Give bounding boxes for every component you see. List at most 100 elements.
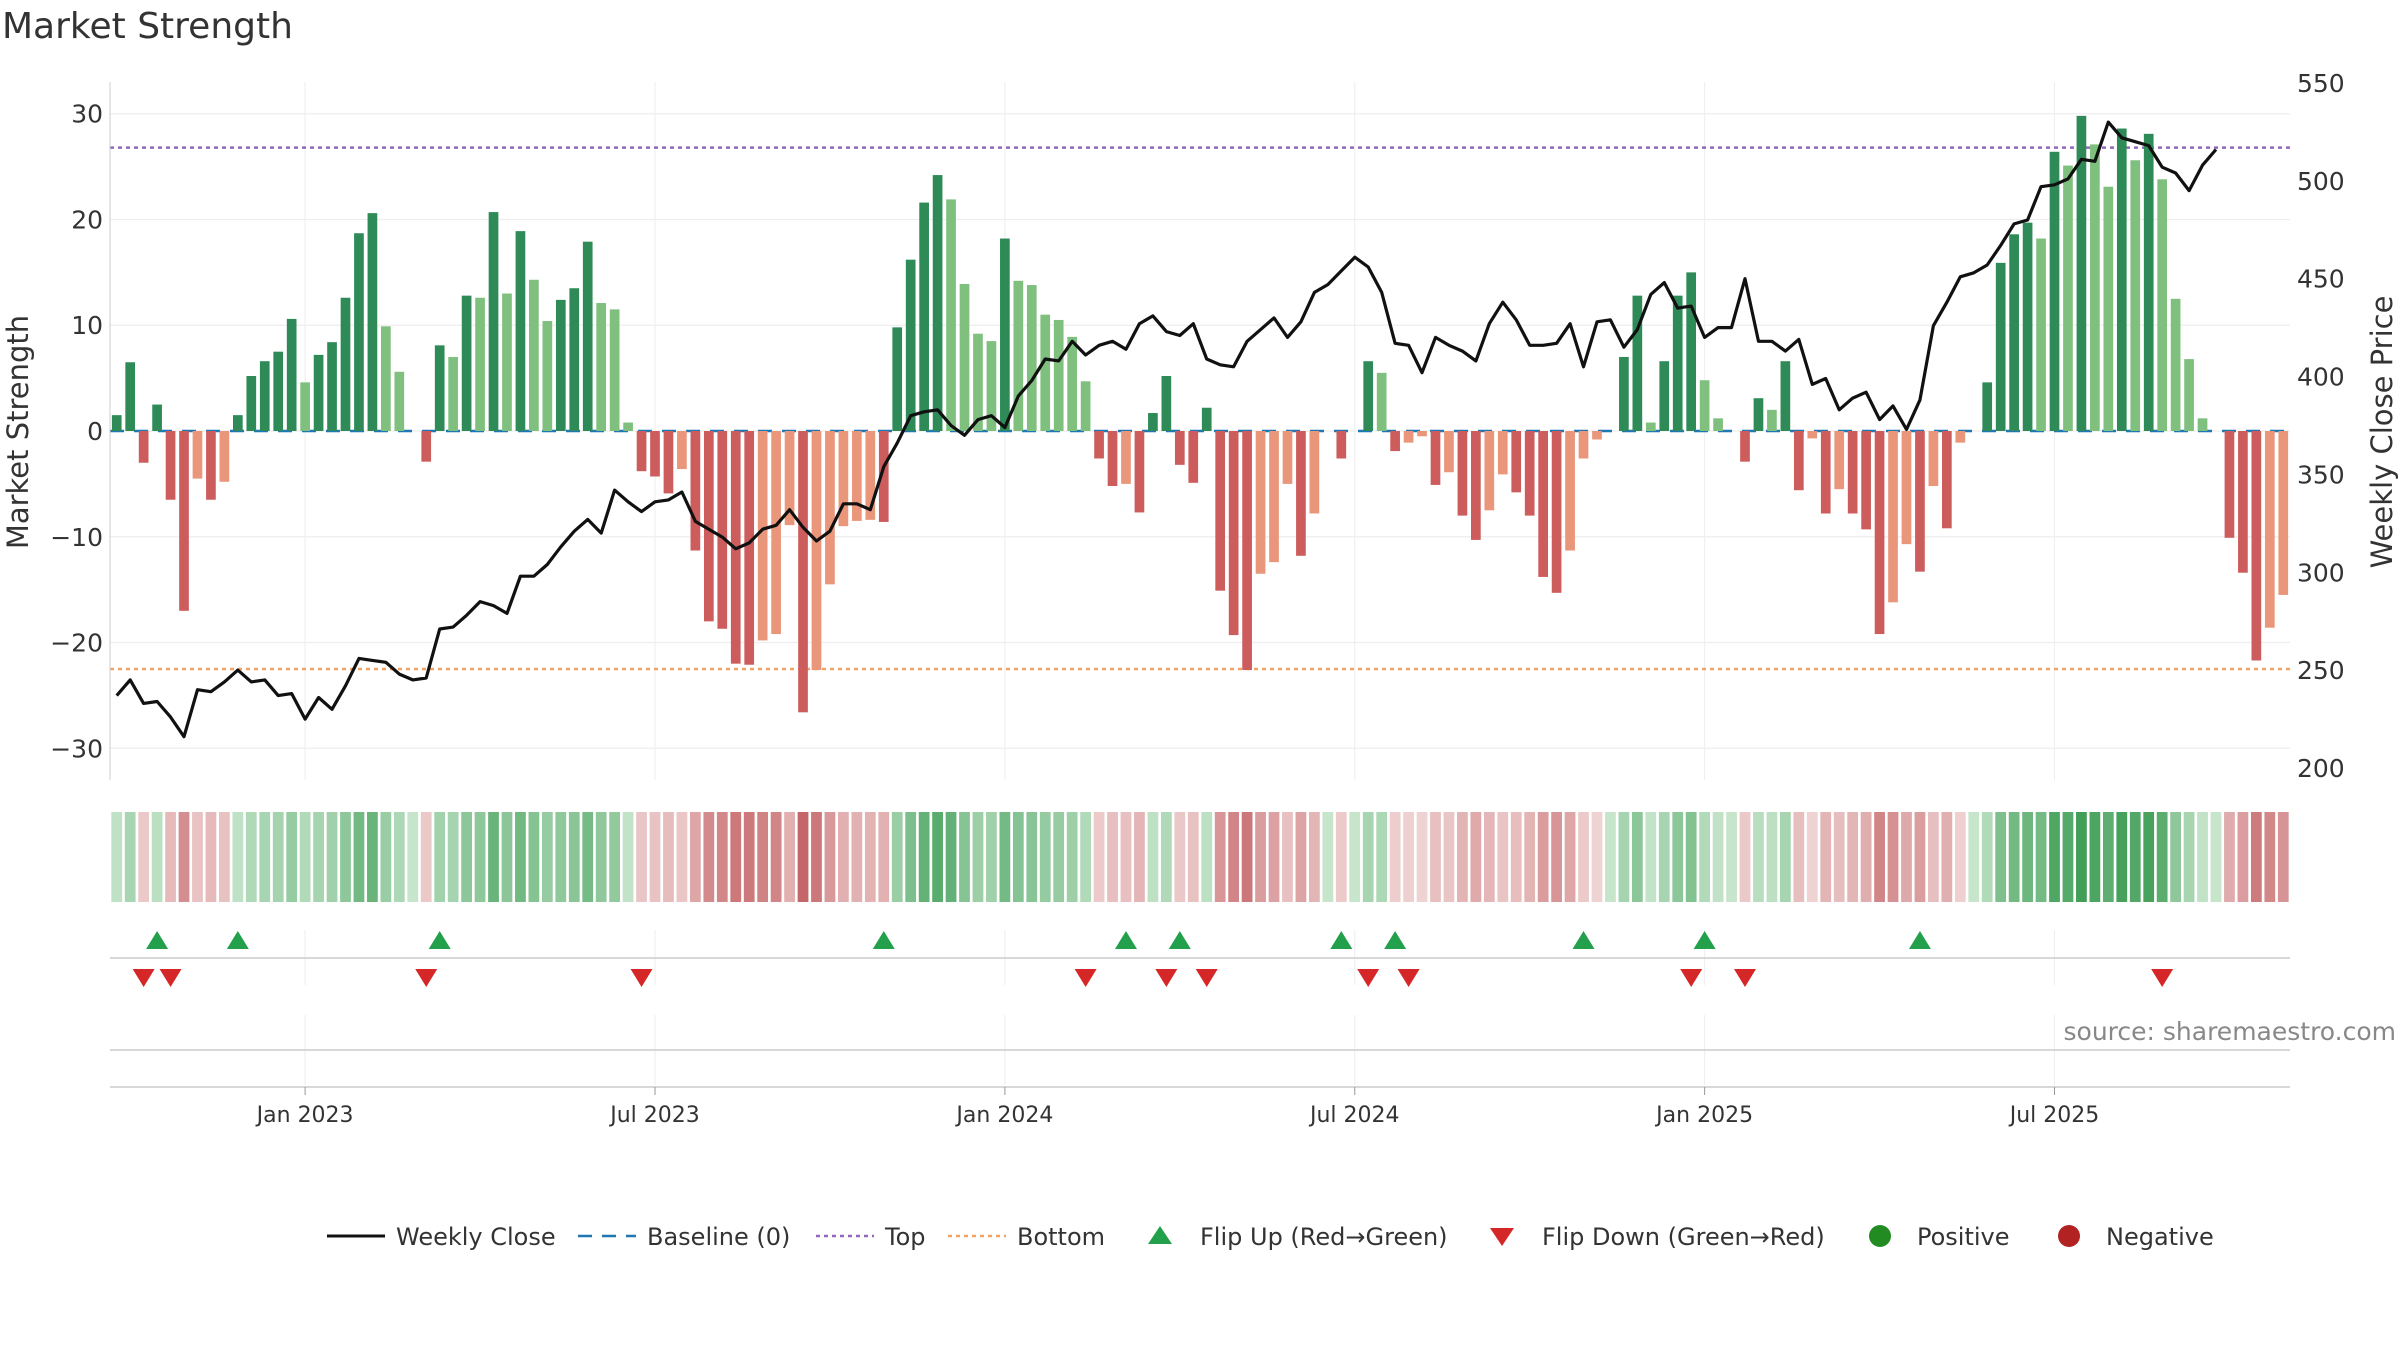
heat-strip-cell (1322, 812, 1334, 902)
strength-bar (206, 431, 216, 500)
heat-strip-cell (905, 812, 917, 902)
strength-bar (1484, 431, 1495, 511)
heat-strip-cell (1860, 812, 1872, 902)
heat-strip-cell (1981, 812, 1993, 902)
strength-bar (744, 431, 755, 665)
strength-bar (434, 345, 445, 431)
strength-bar (717, 431, 728, 629)
heat-strip-cell (2237, 812, 2249, 902)
heat-strip-cell (1847, 812, 1859, 902)
heat-strip-cell (2277, 812, 2289, 902)
strength-bar (2143, 133, 2154, 431)
heat-strip-cell (1201, 812, 1213, 902)
heat-strip-cell (1483, 812, 1495, 902)
strength-bar (354, 233, 364, 431)
y-tick-label-right: 350 (2297, 460, 2345, 489)
y-tick-label-left: 20 (71, 205, 103, 234)
strength-bar (1928, 431, 1939, 486)
strength-bar (2251, 431, 2262, 661)
flip-up-marker (1330, 931, 1353, 949)
heat-strip-cell (1941, 812, 1953, 902)
flip-markers (132, 931, 2174, 987)
heat-strip-cell (1793, 812, 1805, 902)
strength-bar (1296, 431, 1306, 556)
strength-bar (313, 354, 324, 431)
strength-bar (838, 431, 849, 527)
strength-bar (2130, 160, 2141, 431)
axes: 30 20 10 0 −10 −20 −30 550 500 450 400 350 300 250 200… (1, 69, 2399, 1128)
strength-bar (1376, 372, 1387, 431)
strength-bar (1053, 319, 1064, 431)
flip-down-marker (1734, 969, 1756, 987)
heat-strip-cell (1187, 812, 1199, 902)
strength-bar (1619, 356, 1629, 431)
heat-strip-cell (488, 812, 499, 902)
heat-strip-cell (864, 812, 876, 902)
strength-bar (852, 431, 862, 521)
heat-strip-cell (999, 812, 1011, 902)
flip-down-marker (132, 969, 155, 987)
flip-down-marker (159, 969, 182, 987)
strength-bar (2197, 418, 2208, 431)
flip-up-marker (146, 931, 169, 949)
y-tick-label-right: 550 (2297, 69, 2345, 98)
heat-strip-cell (1820, 812, 1832, 902)
heat-strip-cell (1268, 812, 1280, 902)
heat-strip-cell (1551, 812, 1562, 902)
y-tick-label-left: −20 (50, 629, 103, 658)
strength-bar (690, 431, 701, 551)
x-tick-label: Jan 2023 (255, 1103, 354, 1128)
strength-bar (2264, 431, 2275, 628)
strength-bar (1040, 314, 1051, 431)
heat-strip-cell (151, 812, 163, 902)
heat-strip-cell (111, 812, 123, 902)
legend-label-baseline: Baseline (0) (647, 1223, 790, 1251)
heat-strip-cell (192, 812, 203, 902)
heat-strip-cell (2062, 812, 2074, 902)
strength-bar (663, 431, 674, 494)
strength-bar (596, 303, 607, 431)
strength-bar (1269, 431, 1279, 563)
x-tick-label: Jul 2025 (2008, 1103, 2100, 1128)
flip-down-marker (1074, 969, 1097, 987)
heat-strip-cell (1107, 812, 1118, 902)
heat-strip-cell (245, 812, 257, 902)
strength-bar (381, 326, 391, 431)
strength-bar (1201, 407, 1212, 431)
strength-bar (1457, 431, 1468, 516)
legend-swatch-negative (2058, 1225, 2080, 1247)
heat-strip-cell (286, 812, 298, 902)
strength-bar (1820, 431, 1831, 514)
strength-bar (757, 431, 768, 641)
strength-bar (1538, 431, 1548, 577)
strength-bar (1847, 431, 1858, 514)
strength-bar (784, 431, 795, 526)
strength-bar (1067, 336, 1078, 431)
strength-bar (1026, 285, 1037, 431)
strength-bar (259, 361, 270, 431)
strength-bar (1780, 361, 1791, 431)
flip-down-marker (1195, 969, 1218, 987)
heat-strip-cell (1995, 812, 2007, 902)
strength-bar (865, 431, 876, 520)
heat-strip-cell (891, 812, 903, 902)
heat-strip-cell (1255, 812, 1266, 902)
strength-bar (2103, 186, 2114, 431)
strength-bar (878, 431, 889, 522)
heat-strip-cell (124, 812, 136, 902)
strength-bar (2009, 234, 2019, 431)
strength-bar (1874, 431, 1885, 635)
heat-strip-cell (582, 812, 594, 902)
strength-bar (677, 431, 687, 470)
heat-strip-cell (2197, 812, 2208, 902)
heat-strip-cell (1712, 812, 1724, 902)
heat-strip-cell (219, 812, 230, 902)
heat-strip-cell (568, 812, 580, 902)
legend: Weekly Close Baseline (0) Top Bottom Flip Up… (327, 1223, 2214, 1251)
flip-down-marker (1397, 969, 1420, 987)
x-tick-label: Jan 2025 (1654, 1103, 1753, 1128)
heat-strip-cell (1497, 812, 1509, 902)
heat-strip-cell (1066, 812, 1078, 902)
strength-bar (286, 318, 297, 431)
heat-strip-cell (1887, 812, 1899, 902)
